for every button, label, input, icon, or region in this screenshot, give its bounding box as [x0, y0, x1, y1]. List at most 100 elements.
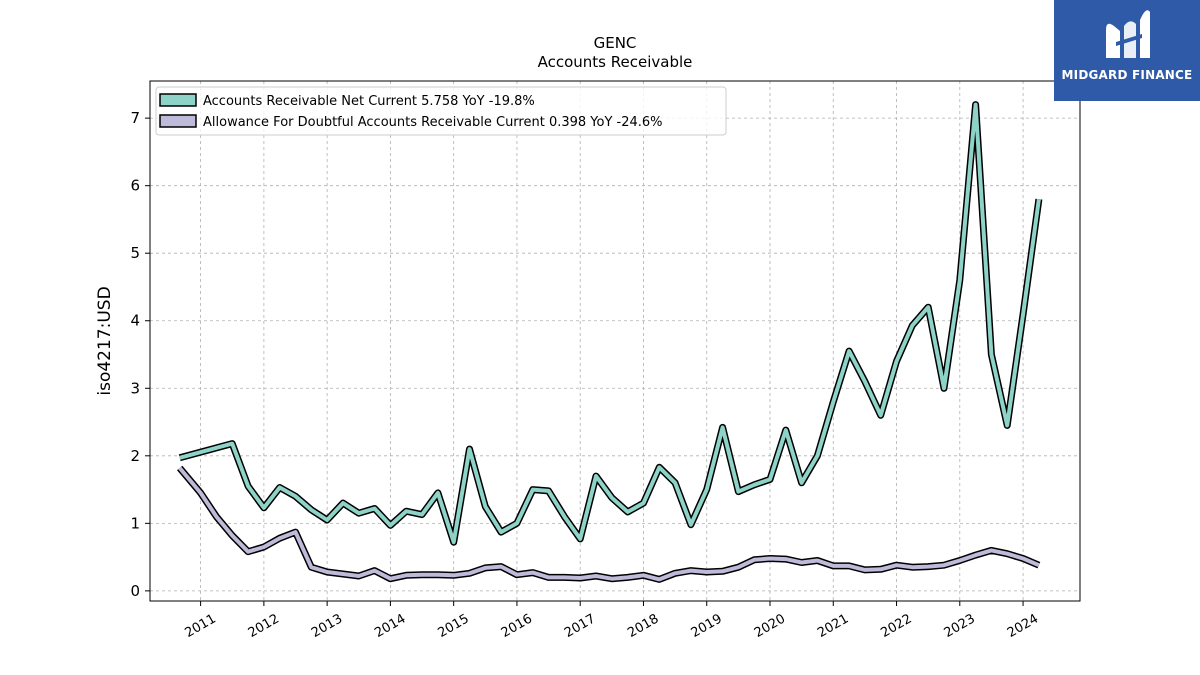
y-tick-label: 7: [130, 109, 140, 127]
series-line-allowance-point: [958, 559, 962, 563]
chart-title: GENC: [594, 34, 637, 52]
series-line-allowance-point: [768, 557, 772, 561]
x-tick-label: 2021: [815, 611, 851, 641]
grid: [150, 81, 1080, 601]
legend-swatch-allowance: [159, 114, 197, 128]
series-line-allowance-point: [515, 573, 519, 577]
series-line-allowance-point: [721, 569, 725, 573]
series-line-allowance-point: [847, 564, 851, 568]
series-line-allowance-point: [547, 575, 551, 579]
series-line-ar-net-point: [831, 400, 835, 404]
series-line-ar-net-point: [642, 501, 646, 505]
x-tick-label: 2014: [372, 611, 408, 641]
series-line-ar-net-point: [736, 490, 740, 494]
series-line-allowance-point: [468, 571, 472, 575]
series-line-ar-net-point: [531, 488, 535, 492]
series-line-ar-net-point: [657, 465, 661, 469]
series-line-allowance-point: [578, 576, 582, 580]
series-line-ar-net-point: [404, 509, 408, 513]
series-line-ar-net-point: [863, 380, 867, 384]
series-line-allowance-point: [910, 565, 914, 569]
series-line-allowance-point: [642, 573, 646, 577]
y-tick-label: 4: [130, 312, 140, 330]
series-line-ar-net-point: [1021, 312, 1025, 316]
series-line-ar-net-point: [294, 494, 298, 498]
series-line-ar-net-point: [373, 507, 377, 511]
series-line-allowance-point: [373, 569, 377, 573]
series-line-ar-net-point: [562, 515, 566, 519]
series-line-ar-net-point: [594, 474, 598, 478]
series-line-allowance-point: [246, 550, 250, 554]
series-line-ar-net-point: [578, 537, 582, 541]
series-line-allowance-point: [262, 545, 266, 549]
series-line-ar-net-point: [815, 454, 819, 458]
series-line-allowance: [178, 466, 1040, 582]
series-line-allowance-point: [1021, 557, 1025, 561]
series-line-allowance-point: [989, 548, 993, 552]
series-line-ar-net-point: [499, 530, 503, 534]
series-line-ar-net-point: [610, 496, 614, 500]
series-line-allowance-point: [895, 563, 899, 567]
y-tick-label: 5: [130, 244, 140, 262]
series-line-allowance-point: [436, 573, 440, 577]
x-tick-label: 2022: [878, 611, 914, 641]
axis-ticks: 0 1 2 3 4 5 6 7 2011 2012 2013 2014 2015 2016 2017 2018…: [130, 109, 1041, 641]
series-line-allowance-point: [199, 491, 203, 495]
legend-label-ar-net: Accounts Receivable Net Current 5.758 Yo…: [203, 94, 535, 109]
y-tick-label: 6: [130, 177, 140, 195]
series-line-ar-net-point: [262, 506, 266, 510]
series-line-ar-net-point: [752, 483, 756, 487]
x-tick-label: 2013: [309, 611, 345, 641]
series-line-ar-net-point: [325, 518, 329, 522]
series-line-ar-net-point: [721, 425, 725, 429]
series-line-ar-net-point: [388, 523, 392, 527]
legend-box: [155, 86, 727, 136]
series-line-ar-net-point: [246, 484, 250, 488]
series-line-ar-net-point: [768, 477, 772, 481]
logo-text: MIDGARD FINANCE: [1061, 68, 1193, 82]
series-line-ar-net-point: [420, 513, 424, 517]
series-line-allowance-point: [942, 563, 946, 567]
series-line-allowance-point: [230, 534, 234, 538]
series-line-ar-net-point: [1037, 197, 1041, 201]
series-line-ar-net-point: [278, 486, 282, 490]
series-line-ar-net-point: [357, 511, 361, 515]
series-line-allowance-point: [357, 574, 361, 578]
series-line-ar-net-point: [895, 359, 899, 363]
series-line-ar-net: [179, 102, 1041, 545]
series-line-ar-net-point: [436, 491, 440, 495]
midgard-logo-icon: [1106, 10, 1150, 58]
chart-subtitle: Accounts Receivable: [538, 53, 693, 71]
series-line-ar-net-point: [673, 481, 677, 485]
x-tick-label: 2016: [499, 611, 535, 641]
legend-swatch-ar-net: [159, 93, 197, 107]
y-axis-label: iso4217:USD: [95, 286, 115, 395]
series-line-ar-net-point: [705, 488, 709, 492]
series-line-allowance-point: [784, 557, 788, 561]
series-line-allowance-point: [309, 565, 313, 569]
series-line-ar-net-point: [800, 481, 804, 485]
series-lines: [177, 101, 1043, 583]
series-line-allowance-point: [562, 575, 566, 579]
series-line-allowance-point: [673, 571, 677, 575]
x-tick-label: 2015: [436, 611, 472, 641]
x-tick-label: 2023: [942, 611, 978, 641]
series-line-allowance-point: [831, 564, 835, 568]
plot-frame: [149, 80, 1081, 602]
series-line-allowance-point: [1037, 563, 1041, 567]
series-line-allowance-point: [626, 575, 630, 579]
series-line-allowance-point: [926, 565, 930, 569]
series-line-allowance-point: [420, 573, 424, 577]
x-tick-label: 2024: [1005, 611, 1041, 641]
legend-label-allowance: Allowance For Doubtful Accounts Receivab…: [203, 115, 663, 130]
series-line-ar-net-point: [341, 501, 345, 505]
series-line-allowance-point: [705, 570, 709, 574]
series-line-allowance-point: [325, 570, 329, 574]
series-line-ar-net-point: [989, 353, 993, 357]
series-line-allowance-point: [689, 569, 693, 573]
series-line-ar-net-point: [468, 447, 472, 451]
series-line-ar-net-point: [879, 413, 883, 417]
y-tick-label: 0: [130, 582, 140, 600]
x-tick-label: 2011: [182, 611, 218, 641]
